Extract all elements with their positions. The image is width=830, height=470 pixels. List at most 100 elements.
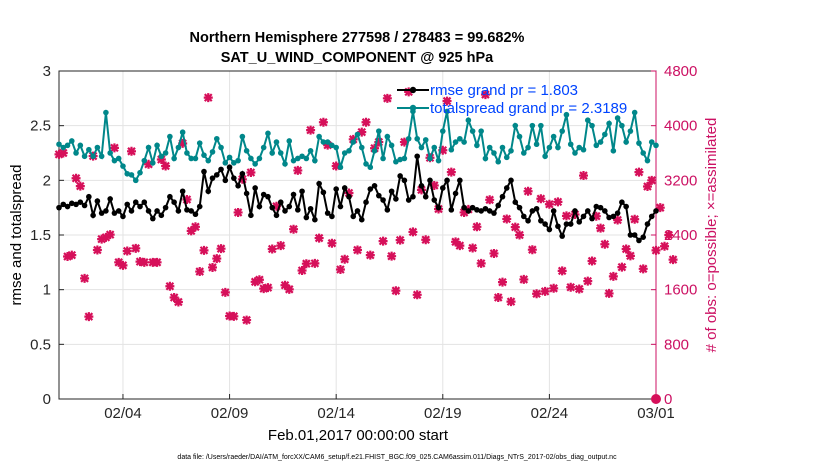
rmse-point [162, 204, 169, 211]
rmse-point [388, 188, 395, 195]
totalspread-point [644, 157, 651, 164]
obs-assimilated-marker [195, 267, 205, 277]
obs-possible-marker [651, 394, 661, 404]
rmse-point [158, 212, 165, 219]
rmse-point [529, 208, 536, 214]
obs-assimilated-marker [208, 262, 218, 272]
totalspread-point [623, 139, 629, 145]
totalspread-point [341, 150, 348, 156]
obs-assimilated-marker [267, 244, 277, 254]
y-tick-label-left: 2.5 [30, 118, 51, 135]
obs-assimilated-marker [600, 239, 610, 249]
totalspread-point [491, 150, 497, 156]
y-tick-label-left: 3 [43, 63, 51, 80]
obs-assimilated-marker [237, 174, 247, 184]
totalspread-point [324, 139, 331, 145]
obs-assimilated-marker [438, 145, 448, 155]
rmse-point [503, 185, 510, 191]
totalspread-point [367, 164, 374, 171]
totalspread-point [572, 150, 578, 156]
totalspread-point [636, 140, 642, 146]
rmse-point [495, 202, 502, 209]
totalspread-point [248, 155, 254, 162]
obs-assimilated-marker [182, 194, 192, 204]
totalspread-point [81, 153, 88, 160]
totalspread-point [98, 153, 105, 160]
obs-assimilated-marker [139, 257, 149, 267]
rmse-point [137, 203, 143, 210]
totalspread-point [418, 144, 425, 151]
obs-assimilated-marker [122, 246, 132, 256]
rmse-point [533, 205, 540, 212]
rmse-point [597, 204, 604, 211]
rmse-point [350, 213, 357, 220]
x-axis: 02/04 02/09 02/14 02/19 02/24 03/01 [104, 394, 675, 422]
rmse-point [516, 204, 523, 211]
totalspread-point [73, 150, 79, 156]
totalspread-point [444, 108, 450, 115]
totalspread-point [346, 148, 352, 154]
rmse-point [243, 190, 250, 197]
totalspread-point [521, 150, 527, 156]
totalspread-point [602, 131, 608, 138]
obs-assimilated-marker [549, 283, 559, 293]
totalspread-point [512, 122, 519, 129]
obs-assimilated-marker [472, 222, 482, 232]
obs-assimilated-series [54, 87, 678, 325]
rmse-point [196, 203, 203, 210]
obs-assimilated-marker [617, 262, 627, 272]
obs-assimilated-marker [220, 287, 230, 297]
totalspread-point [94, 144, 101, 151]
totalspread-point [222, 160, 229, 166]
totalspread-point [282, 161, 288, 167]
totalspread-point [593, 142, 600, 149]
obs-assimilated-marker [570, 210, 580, 219]
rmse-point [312, 216, 318, 223]
totalspread-point [231, 160, 237, 166]
totalspread-point [482, 155, 489, 162]
totalspread-point [376, 128, 382, 134]
obs-assimilated-marker [455, 241, 465, 251]
obs-assimilated-marker [502, 214, 512, 224]
obs-assimilated-marker [84, 312, 94, 322]
rmse-point [648, 213, 655, 220]
obs-assimilated-marker [327, 238, 337, 248]
totalspread-point [252, 161, 258, 167]
obs-assimilated-marker [63, 252, 73, 262]
totalspread-point [77, 142, 84, 149]
totalspread-point [516, 133, 523, 140]
rmse-point [171, 199, 177, 205]
totalspread-point [486, 144, 493, 151]
totalspread-point [60, 144, 67, 151]
totalspread-point [333, 144, 339, 151]
rmse-point [111, 210, 118, 216]
rmse-point [150, 215, 156, 222]
totalspread-point [499, 144, 506, 151]
rmse-point [303, 214, 310, 221]
rmse-point [619, 199, 625, 205]
rmse-point [120, 213, 126, 220]
obs-assimilated-marker [97, 234, 107, 244]
obs-assimilated-marker [395, 235, 405, 245]
rmse-point [269, 204, 276, 211]
totalspread-point [265, 130, 271, 137]
totalspread-point [606, 120, 612, 127]
rmse-point [461, 204, 467, 211]
totalspread-point [320, 139, 327, 145]
totalspread-point [371, 148, 378, 154]
rmse-point [282, 208, 288, 214]
rmse-point [98, 210, 105, 216]
rmse-point [290, 191, 297, 198]
rmse-point [431, 197, 438, 203]
totalspread-point [619, 122, 625, 129]
obs-assimilated-marker [506, 297, 516, 307]
obs-assimilated-marker [647, 175, 657, 185]
obs-assimilated-marker [523, 186, 533, 196]
totalspread-point [218, 144, 224, 151]
obs-assimilated-marker [365, 250, 375, 260]
totalspread-point [90, 153, 96, 160]
rmse-point [256, 203, 263, 210]
obs-assimilated-marker [75, 181, 85, 191]
rmse-point [222, 177, 229, 184]
